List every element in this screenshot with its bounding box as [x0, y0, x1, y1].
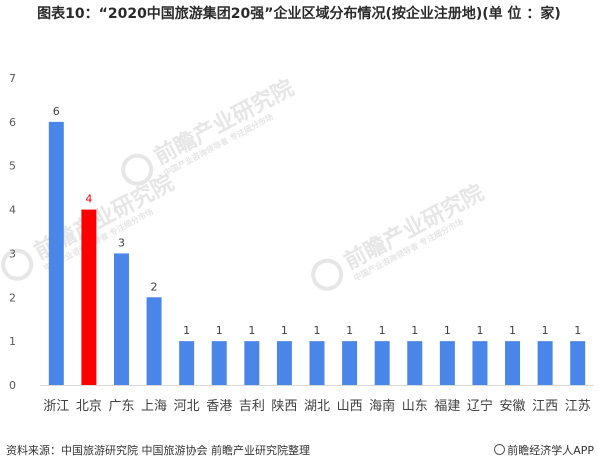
data-label: 1 — [183, 324, 190, 337]
data-label: 1 — [411, 324, 418, 337]
data-label: 1 — [509, 324, 516, 337]
x-tick-label: 江苏 — [565, 398, 591, 414]
watermark-text: 前瞻产业研究院 — [340, 180, 488, 275]
data-label: 3 — [118, 236, 125, 249]
footer: 资料来源：中国旅游研究院 中国旅游协会 前瞻产业研究院整理 前瞻经济学人APP — [0, 438, 598, 460]
x-tick-label: 上海 — [141, 399, 167, 414]
bar-海南 — [374, 341, 390, 385]
x-tick-label: 广东 — [108, 399, 134, 414]
x-tick-label: 陕西 — [271, 399, 297, 414]
labels-layer: 6 浙江 4 北京 3 广东 2 上海 1 河北 1 香港 1 吉利 1 陕西 1 湖北 1 山西 1 海南 1 山东 1 福建 1… — [43, 105, 590, 414]
chart-title: 图表10：“2020中国旅游集团20强”企业区域分布情况(按企业注册地)(单 位… — [37, 6, 561, 22]
y-tick-label: 3 — [9, 247, 16, 260]
x-tick-label: 安徽 — [500, 399, 526, 414]
data-label: 1 — [444, 324, 451, 337]
data-label: 1 — [346, 324, 353, 337]
bar-山东 — [407, 341, 423, 385]
bar-江苏 — [570, 341, 586, 385]
x-tick-label: 江西 — [532, 399, 558, 414]
axis-layer: 0 1 2 3 4 5 6 7 — [9, 72, 594, 392]
data-label: 2 — [151, 280, 158, 293]
x-tick-label: 海南 — [369, 398, 395, 414]
y-tick-label: 4 — [9, 204, 16, 217]
x-tick-label: 山东 — [402, 399, 428, 414]
y-tick-label: 1 — [9, 335, 16, 348]
data-label: 1 — [314, 324, 321, 337]
bar-福建 — [439, 341, 455, 385]
bar-江西 — [537, 341, 553, 385]
bar-北京 — [81, 209, 97, 385]
x-tick-label: 湖北 — [304, 399, 330, 414]
bar-吉利 — [244, 341, 260, 385]
data-label: 1 — [574, 324, 581, 337]
y-tick-label: 6 — [9, 116, 16, 129]
y-tick-label: 5 — [9, 160, 16, 173]
brand-credit: 前瞻经济学人APP — [494, 442, 594, 458]
y-tick-label: 0 — [9, 379, 16, 392]
watermark-text: 前瞻产业研究院 — [150, 75, 298, 170]
bar-湖北 — [309, 341, 325, 385]
data-label: 6 — [53, 105, 60, 118]
data-label: 4 — [85, 193, 92, 206]
x-tick-label: 浙江 — [43, 399, 69, 414]
data-label: 1 — [248, 324, 255, 337]
data-label: 1 — [476, 324, 483, 337]
bar-河北 — [179, 341, 195, 385]
bar-上海 — [146, 297, 162, 385]
x-tick-label: 山西 — [337, 399, 363, 414]
x-tick-label: 河北 — [174, 399, 200, 414]
watermark-logo-icon — [1, 248, 34, 281]
source-note: 资料来源：中国旅游研究院 中国旅游协会 前瞻产业研究院整理 — [6, 444, 310, 457]
data-label: 1 — [379, 324, 386, 337]
x-tick-label: 北京 — [76, 399, 102, 414]
watermark-logo-icon — [311, 258, 344, 291]
bars-layer — [48, 121, 586, 385]
bar-陕西 — [276, 341, 292, 385]
x-tick-label: 香港 — [206, 399, 232, 414]
data-label: 1 — [216, 324, 223, 337]
x-tick-label: 吉利 — [239, 399, 265, 414]
bar-辽宁 — [472, 341, 488, 385]
bar-广东 — [113, 253, 129, 385]
bar-浙江 — [48, 121, 64, 385]
x-tick-label: 福建 — [434, 399, 460, 414]
brand-label: 前瞻经济学人APP — [507, 444, 594, 457]
data-label: 1 — [542, 324, 549, 337]
watermark-logo-icon — [121, 153, 154, 186]
bar-香港 — [211, 341, 227, 385]
brand-logo-icon — [494, 444, 506, 455]
data-label: 1 — [281, 324, 288, 337]
bar-安徽 — [505, 341, 521, 385]
bar-山西 — [342, 341, 358, 385]
x-tick-label: 辽宁 — [467, 398, 493, 414]
y-tick-label: 7 — [9, 72, 16, 85]
y-tick-label: 2 — [9, 291, 16, 304]
